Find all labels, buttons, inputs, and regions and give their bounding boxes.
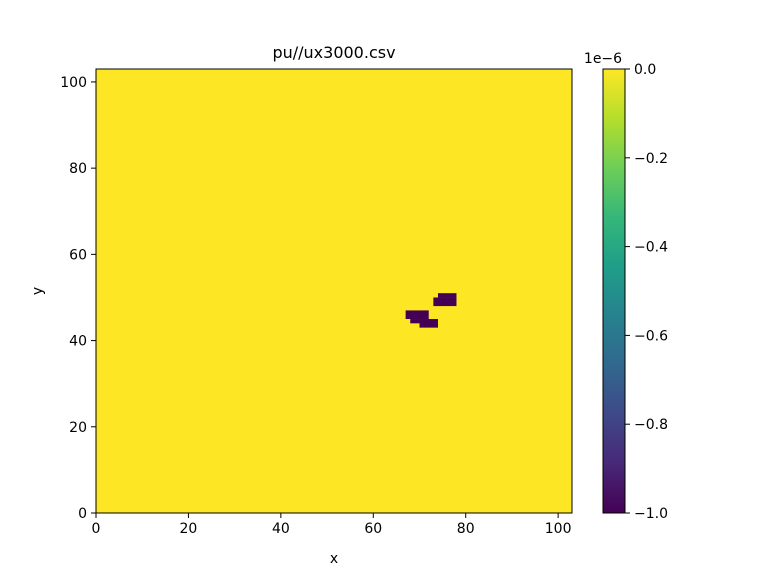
y-tick-label: 100 (60, 75, 87, 91)
heatmap-cell (419, 319, 438, 328)
x-axis: 0 20 40 60 80 100 (92, 513, 572, 537)
y-tick-label: 20 (69, 420, 87, 436)
x-tick-label: 60 (364, 521, 382, 537)
x-axis-label: x (330, 551, 338, 567)
colorbar-tick-label: −1.0 (634, 506, 668, 522)
y-tick-label: 0 (78, 506, 87, 522)
heatmap-cell (410, 319, 420, 324)
heatmap-cells (405, 293, 457, 328)
plot-area (95, 68, 573, 514)
y-tick-label: 40 (69, 334, 87, 350)
x-tick-label: 20 (180, 521, 198, 537)
colorbar: 0.0 −0.2 −0.4 −0.6 −0.8 −1.0 1e−6 (584, 51, 668, 522)
colorbar-tick-label: −0.6 (634, 328, 668, 344)
chart-title: pu//ux3000.csv (272, 43, 395, 62)
colorbar-tick-label: −0.2 (634, 151, 668, 167)
colorbar-tick-label: −0.8 (634, 417, 668, 433)
colorbar-tick-label: 0.0 (634, 62, 656, 78)
heatmap-cell (405, 310, 429, 320)
heatmap-cell (451, 297, 457, 302)
colorbar-tick-label: −0.4 (634, 240, 668, 256)
colorbar-frame (602, 68, 626, 514)
x-tick-label: 0 (92, 521, 101, 537)
colorbar-ticks: 0.0 −0.2 −0.4 −0.6 −0.8 −1.0 (625, 62, 668, 522)
y-axis-label: y (30, 287, 46, 295)
x-tick-label: 80 (457, 521, 475, 537)
colorbar-offset-label: 1e−6 (584, 51, 622, 67)
y-tick-label: 80 (69, 161, 87, 177)
x-tick-label: 40 (272, 521, 290, 537)
x-tick-label: 100 (545, 521, 572, 537)
y-tick-label: 60 (69, 247, 87, 263)
colorbar-gradient (603, 69, 625, 513)
heatmap-cell (433, 297, 457, 307)
y-axis: 0 20 40 60 80 100 (60, 75, 96, 522)
heatmap-cell (437, 293, 457, 298)
plot-frame (95, 68, 573, 514)
heatmap-background (96, 69, 572, 513)
